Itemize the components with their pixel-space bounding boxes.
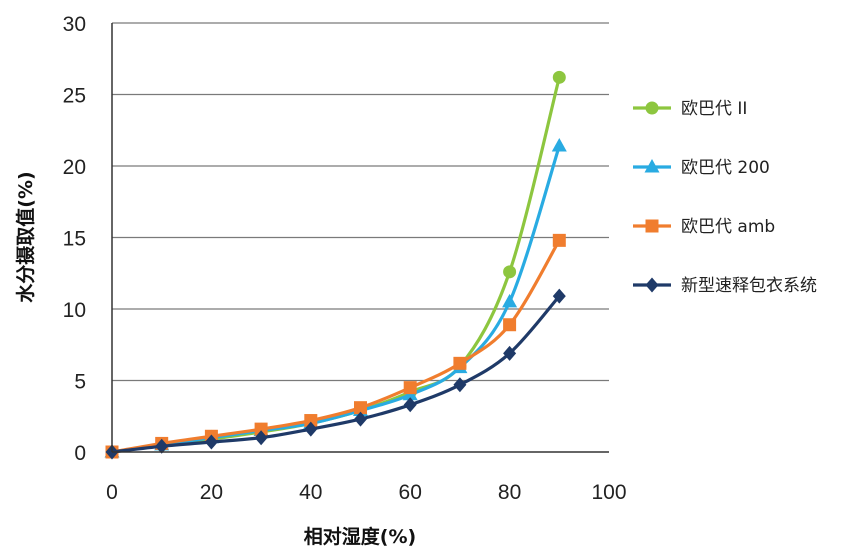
data-point [204,434,218,450]
data-point [551,137,567,152]
legend-marker [645,101,659,115]
data-point [304,421,318,437]
x-tick-label: 20 [200,481,223,504]
data-point [503,345,517,361]
series-2 [104,137,567,458]
legend-item: 欧巴代 200 [633,158,770,178]
legend-marker [644,159,660,173]
series-line [110,238,561,454]
legend-marker [645,219,659,233]
data-point [453,356,467,370]
y-tick-label: 20 [63,156,86,179]
x-tick-label: 40 [299,481,322,504]
y-tick-label: 25 [63,85,86,108]
y-tick-label: 5 [74,371,86,394]
legend-item: 欧巴代 amb [633,217,775,237]
series-group [104,70,567,460]
y-tick-label: 15 [63,228,86,251]
data-point [552,288,566,304]
data-point [403,397,417,413]
x-tick-label: 100 [591,481,626,504]
data-point [453,377,467,393]
axes [111,23,609,453]
series-4 [105,288,566,460]
x-tick-label: 60 [399,481,422,504]
y-tick-label: 30 [63,13,86,36]
legend-label: 欧巴代 200 [681,158,770,178]
series-line [110,144,561,454]
tick-labels: 0 20 40 60 80 100 0 5 10 15 20 25 30 [63,13,627,504]
legend-item: 新型速释包衣系统 [633,276,817,296]
data-point [552,70,566,84]
gridlines [112,22,609,382]
data-point [254,430,268,446]
legend-label: 欧巴代 amb [681,217,775,237]
data-point [254,422,268,436]
data-point [503,265,517,279]
data-point [304,414,318,428]
y-tick-label: 0 [74,442,86,465]
x-tick-label: 0 [106,481,118,504]
legend-label: 欧巴代 II [681,99,747,119]
data-point [354,411,367,427]
data-point [354,401,367,415]
data-point [502,293,518,308]
y-tick-label: 10 [63,299,86,322]
x-tick-label: 80 [498,481,521,504]
data-point [155,438,169,454]
legend-item: 欧巴代 II [633,99,747,119]
data-point [403,381,417,395]
data-point [552,233,566,247]
data-point [503,318,517,332]
series-1 [105,70,566,459]
x-axis-title: 相对湿度(%) [304,525,416,547]
y-axis-title: 水分摄取值(%) [14,171,37,302]
series-line [110,75,561,454]
legend-label: 新型速释包衣系统 [681,276,817,296]
series-line [110,294,561,454]
legend: 欧巴代 II 欧巴代 200 欧巴代 amb 新型速释包衣系统 [633,99,817,296]
legend-marker [645,277,659,293]
